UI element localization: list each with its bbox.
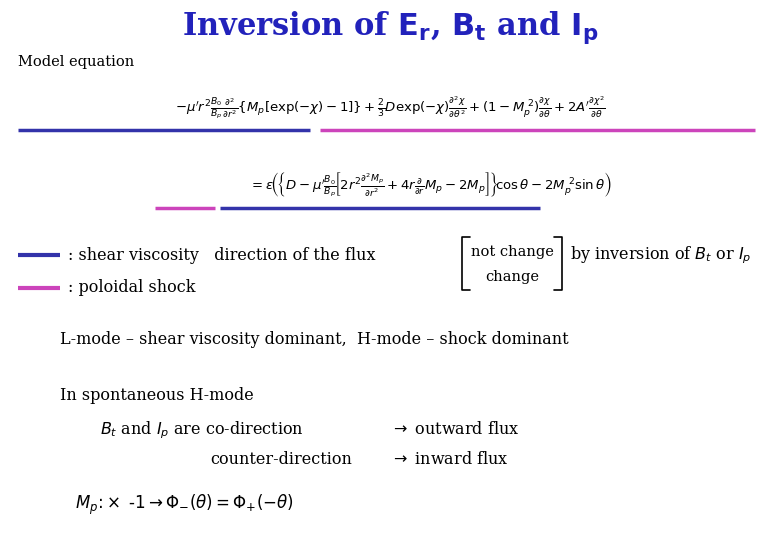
Text: In spontaneous H-mode: In spontaneous H-mode bbox=[60, 387, 254, 403]
Text: change: change bbox=[485, 270, 539, 284]
Text: by inversion of $B_t$ or $I_p$: by inversion of $B_t$ or $I_p$ bbox=[570, 244, 751, 266]
Text: Model equation: Model equation bbox=[18, 55, 134, 69]
Text: $\rightarrow$ inward flux: $\rightarrow$ inward flux bbox=[390, 451, 509, 469]
Text: : shear viscosity   direction of the flux: : shear viscosity direction of the flux bbox=[68, 246, 375, 264]
Text: counter-direction: counter-direction bbox=[210, 451, 352, 469]
Text: $=\varepsilon\!\left(\!\left\{D-\mu'\frac{B_0}{B_p}\!\left[2r^2\frac{\partial^2 : $=\varepsilon\!\left(\!\left\{D-\mu'\fra… bbox=[249, 171, 612, 199]
Text: not change: not change bbox=[470, 245, 554, 259]
Text: L-mode – shear viscosity dominant,  H-mode – shock dominant: L-mode – shear viscosity dominant, H-mod… bbox=[60, 332, 569, 348]
Text: : poloidal shock: : poloidal shock bbox=[68, 280, 196, 296]
Text: Inversion of $\mathbf{E_r}$, $\mathbf{B_t}$ and $\mathbf{I_p}$: Inversion of $\mathbf{E_r}$, $\mathbf{B_… bbox=[182, 10, 598, 46]
Text: $\rightarrow$ outward flux: $\rightarrow$ outward flux bbox=[390, 422, 519, 438]
Text: $B_t$ and $I_p$ are co-direction: $B_t$ and $I_p$ are co-direction bbox=[100, 419, 303, 441]
Text: $M_p\colon\times\ \text{-}1\rightarrow\Phi_{-}(\theta)=\Phi_{+}(-\theta)$: $M_p\colon\times\ \text{-}1\rightarrow\P… bbox=[75, 493, 294, 517]
Text: $-\mu'r^2\frac{B_0}{B_p}\frac{\partial^2}{\partial r^2}\{M_p[\exp(-\chi)-1]\}+\f: $-\mu'r^2\frac{B_0}{B_p}\frac{\partial^2… bbox=[175, 95, 605, 121]
